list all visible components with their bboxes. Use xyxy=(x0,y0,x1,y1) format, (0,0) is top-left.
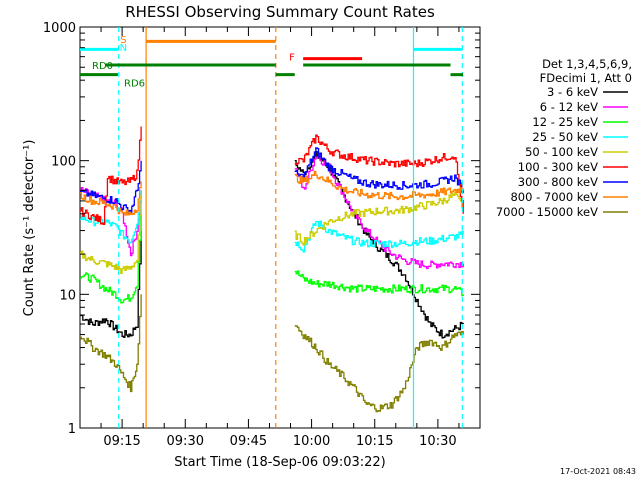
x-tick-label: 09:15 xyxy=(103,434,140,449)
legend-entry: 25 - 50 keV xyxy=(532,130,598,144)
status-letter: N xyxy=(120,43,127,54)
series-line-7000-15000keV xyxy=(294,325,464,413)
chart-title: RHESSI Observing Summary Count Rates xyxy=(125,3,435,21)
series-line-25-50keV xyxy=(294,220,464,253)
x-axis-label: Start Time (18-Sep-06 09:03:22) xyxy=(174,455,385,470)
series-line-100-300keV xyxy=(294,134,464,214)
series-line-25-50keV xyxy=(80,190,142,244)
y-axis-label: Count Rate (s⁻¹ detector⁻¹) xyxy=(22,140,37,317)
series-line-50-100keV xyxy=(80,195,142,274)
series-line-800-7000keV xyxy=(80,181,142,216)
y-tick-label: 1 xyxy=(68,422,76,437)
x-tick-label: 10:30 xyxy=(419,434,456,449)
x-tick-label: 09:45 xyxy=(230,434,267,449)
series-line-12-25keV xyxy=(294,270,464,297)
legend-entry: 300 - 800 keV xyxy=(518,175,598,189)
series-line-3-6keV xyxy=(294,150,464,339)
series-line-800-7000keV xyxy=(294,170,464,201)
plot-area: F RD0 RD6 SN xyxy=(79,26,481,429)
series-line-3-6keV xyxy=(80,230,142,338)
y-axis: 1 10 100 1000 xyxy=(43,21,480,437)
plot-frame xyxy=(79,26,481,429)
status-bar-label: RD0 xyxy=(92,61,113,72)
y-tick-label: 1000 xyxy=(43,21,76,36)
series-line-300-800keV xyxy=(294,147,464,193)
x-axis: 09:15 09:30 09:45 10:00 10:15 10:30 xyxy=(100,27,460,449)
legend-header: FDecimi 1, Att 0 xyxy=(540,71,632,85)
y-tick-label: 10 xyxy=(59,288,76,303)
legend-entry: 3 - 6 keV xyxy=(547,85,598,99)
x-tick-label: 10:00 xyxy=(293,434,330,449)
legend-entry: 7000 - 15000 keV xyxy=(496,205,598,219)
series-line-100-300keV xyxy=(80,126,142,226)
x-tick-label: 09:30 xyxy=(167,434,204,449)
legend-entry: 100 - 300 keV xyxy=(518,160,598,174)
status-bar-label: RD6 xyxy=(124,79,145,90)
legend-entry: 6 - 12 keV xyxy=(540,100,598,114)
status-letter: S xyxy=(120,35,126,46)
legend-entry: 800 - 7000 keV xyxy=(510,190,598,204)
x-tick-label: 10:15 xyxy=(356,434,393,449)
status-bar-label: F xyxy=(289,53,295,64)
footer-timestamp: 17-Oct-2021 08:43 xyxy=(560,467,636,476)
legend: Det 1,3,4,5,6,9,FDecimi 1, Att 03 - 6 ke… xyxy=(496,57,632,219)
y-tick-label: 100 xyxy=(51,155,76,170)
series-line-12-25keV xyxy=(80,213,142,304)
legend-entry: 12 - 25 keV xyxy=(532,115,598,129)
legend-header: Det 1,3,4,5,6,9, xyxy=(542,57,632,71)
series-line-7000-15000keV xyxy=(80,294,142,393)
legend-entry: 50 - 100 keV xyxy=(525,145,598,159)
series-line-50-100keV xyxy=(294,191,464,246)
